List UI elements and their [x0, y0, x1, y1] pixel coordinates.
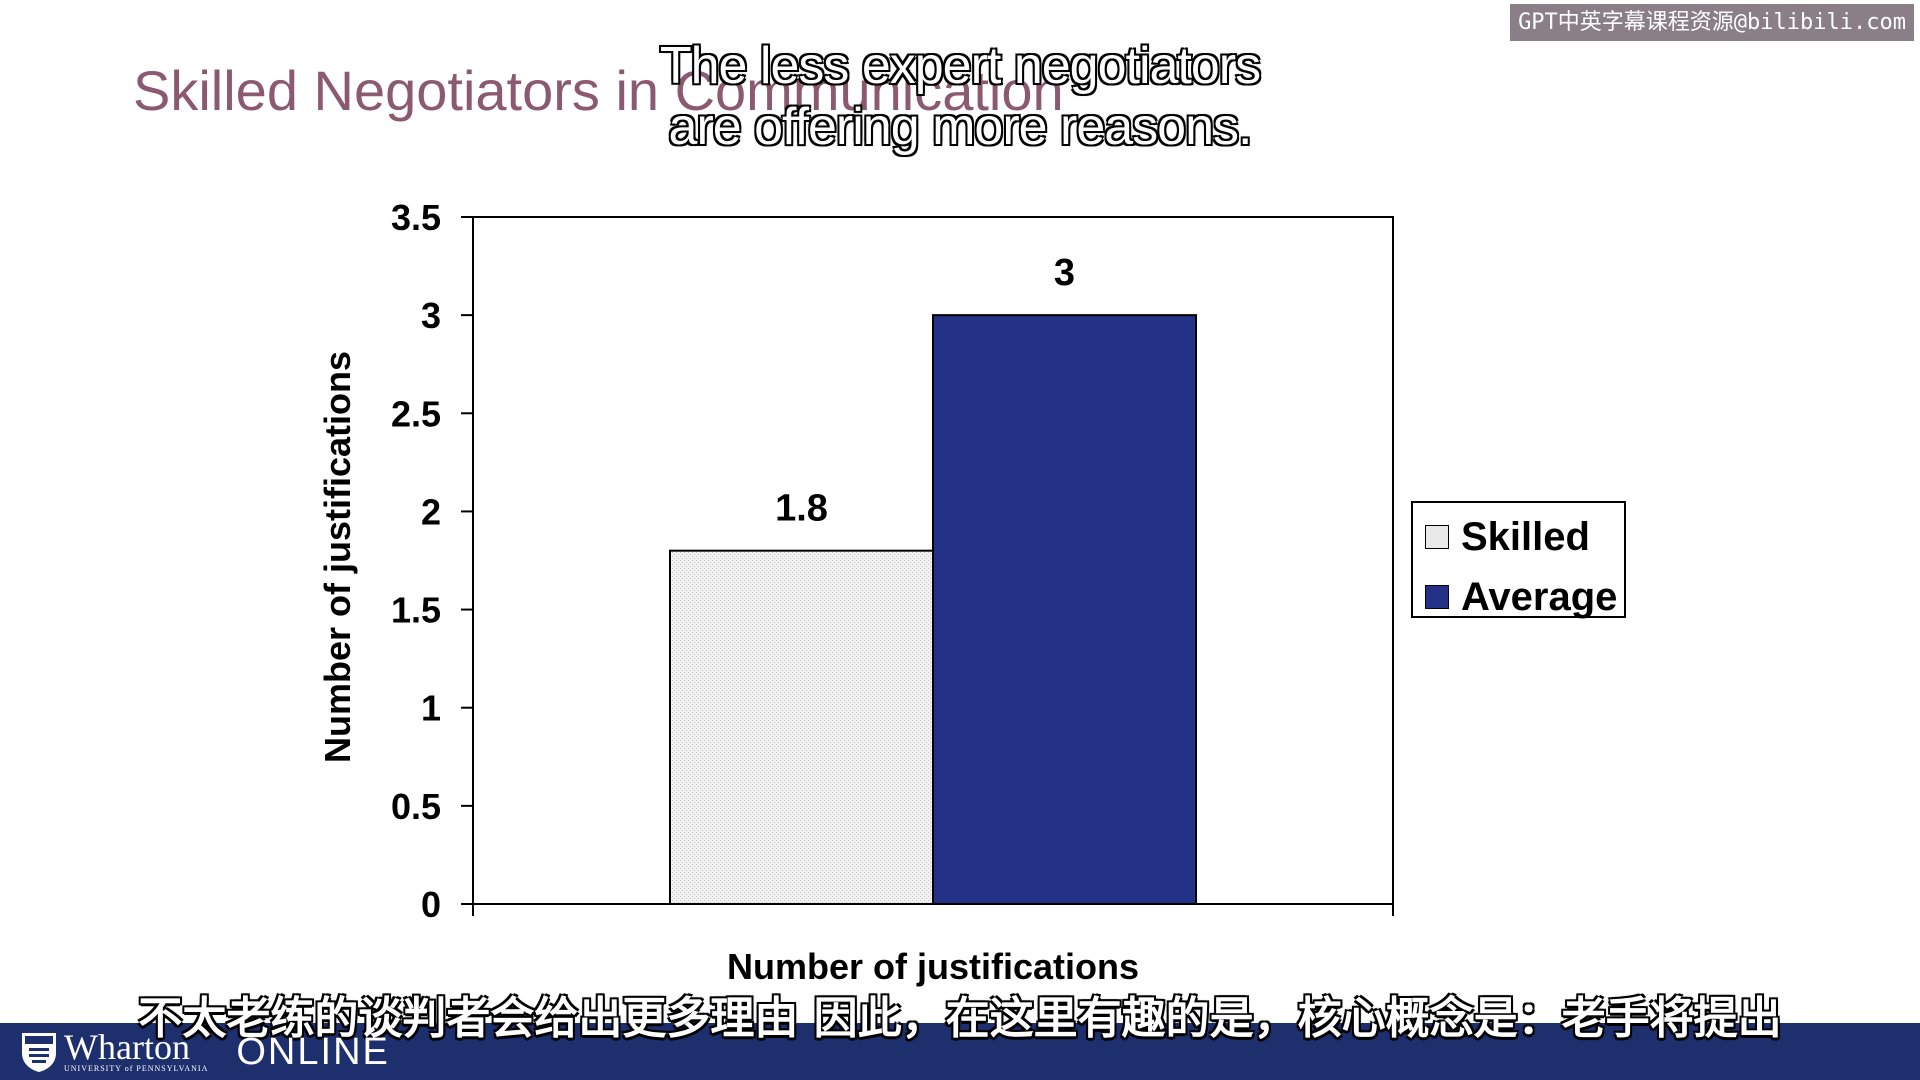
bar-chart: 0 0.5 1 1.5 2 2.5 3 3.5 1.8 3 Number of justific… [317, 197, 1394, 987]
bar-average [932, 314, 1197, 905]
legend-swatch-skilled [1425, 525, 1449, 549]
y-axis-label: Number of justifications [317, 351, 358, 763]
shield-icon [22, 1033, 56, 1072]
y-tick-label: 0.5 [391, 786, 441, 827]
legend-label-skilled: Skilled [1461, 514, 1590, 559]
online-label: ONLINE [236, 1030, 390, 1073]
y-tick-label: 0 [421, 884, 441, 925]
english-subtitle: The less expert negotiators are offering… [0, 36, 1920, 158]
english-subtitle-line-2: are offering more reasons. [668, 97, 1254, 157]
data-label-skilled: 1.8 [775, 488, 828, 530]
chinese-subtitle: 不太老练的谈判者会给出更多理由 因此，在这里有趣的是，核心概念是：老手将提出 [138, 993, 1782, 1044]
logo-subtitle: UNIVERSITY of PENNSYLVANIA [64, 1064, 209, 1073]
legend-swatch-average [1425, 585, 1449, 609]
y-tick-label: 3.5 [391, 197, 441, 238]
bar-skilled [669, 549, 934, 906]
legend-item-skilled: Skilled [1425, 514, 1590, 559]
legend-item-average: Average [1425, 574, 1618, 619]
wharton-logo: Wharton UNIVERSITY of PENNSYLVANIA ONLIN… [20, 1027, 390, 1074]
data-label-average: 3 [1054, 252, 1075, 294]
y-tick-label: 3 [421, 295, 441, 336]
x-axis-label: Number of justifications [727, 946, 1139, 987]
logo-name: Wharton [64, 1027, 190, 1067]
y-tick-label: 1 [421, 688, 441, 729]
y-tick-label: 1.5 [391, 590, 441, 631]
legend-label-average: Average [1461, 574, 1618, 619]
y-tick-label: 2 [421, 491, 441, 532]
english-subtitle-line-1: The less expert negotiators [659, 36, 1262, 96]
y-tick-label: 2.5 [391, 393, 441, 434]
chart-legend: Skilled Average [1411, 501, 1626, 619]
slide-title: Skilled Negotiators in Communication [133, 59, 1064, 122]
watermark: GPT中英字幕课程资源@bilibili.com [1510, 4, 1914, 41]
footer-bar [0, 1023, 1920, 1080]
